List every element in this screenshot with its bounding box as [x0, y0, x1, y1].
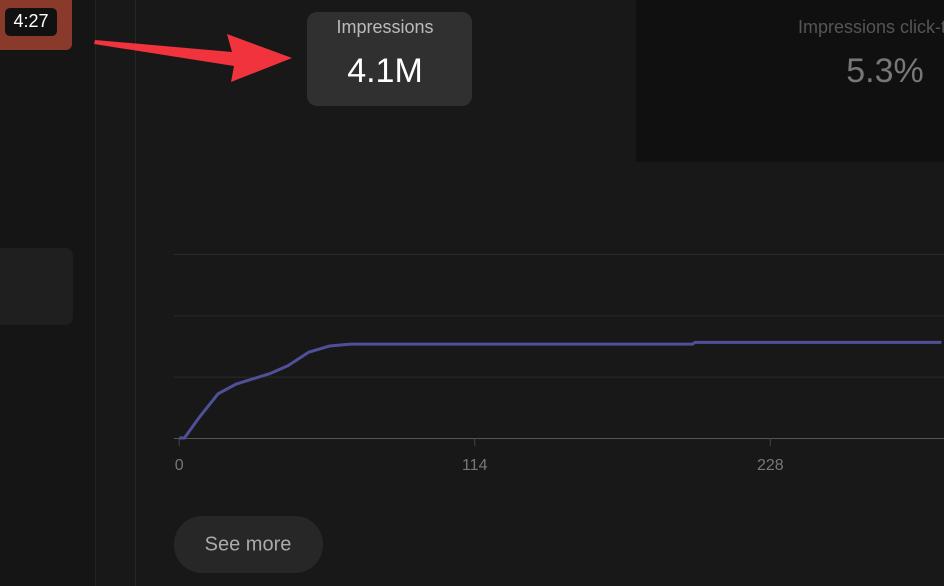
- see-more-button[interactable]: [174, 516, 323, 573]
- duration-badge: [5, 8, 57, 36]
- duration: 4:27: [13, 11, 48, 31]
- metric-value: 4.1M: [347, 52, 423, 90]
- metric-value: 5.3%: [846, 52, 924, 90]
- x-tick-label: 228: [757, 457, 784, 474]
- x-tick-label: 114: [462, 457, 488, 474]
- x-tick-label: 0: [175, 457, 184, 474]
- side-block: [0, 248, 73, 325]
- metric-label: Impressions click-thro: [798, 17, 944, 37]
- metric-panel[interactable]: [636, 0, 944, 162]
- metric-label: Impressions: [336, 17, 433, 37]
- button-label: See more: [205, 533, 292, 555]
- chart: 0 114 228: [174, 254, 944, 474]
- metric-card[interactable]: [307, 12, 472, 106]
- arrow: [94, 34, 292, 82]
- line: [179, 340, 942, 440]
